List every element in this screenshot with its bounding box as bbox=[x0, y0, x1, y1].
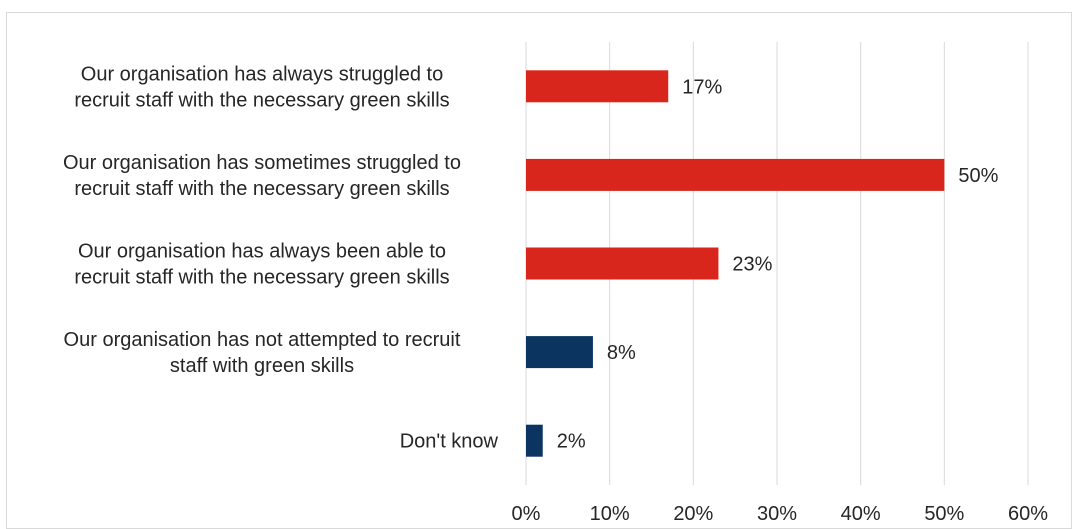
category-label-line: recruit staff with the necessary green s… bbox=[74, 89, 449, 111]
category-label: Our organisation has sometimes struggled… bbox=[63, 152, 461, 200]
bars bbox=[526, 70, 945, 457]
x-tick-label: 30% bbox=[757, 503, 797, 525]
x-tick-label: 10% bbox=[590, 503, 630, 525]
category-label: Our organisation has always been able to… bbox=[74, 241, 449, 289]
x-tick-label: 60% bbox=[1008, 503, 1048, 525]
x-tick-label: 20% bbox=[673, 503, 713, 525]
data-label: 8% bbox=[607, 342, 636, 364]
gridlines bbox=[525, 42, 1029, 485]
bar bbox=[526, 158, 945, 191]
category-label: Our organisation has not attempted to re… bbox=[64, 329, 461, 377]
category-label-line: Our organisation has always struggled to bbox=[81, 63, 443, 85]
data-label: 2% bbox=[557, 431, 586, 453]
data-label: 17% bbox=[682, 76, 722, 98]
category-label-line: Our organisation has always been able to bbox=[78, 241, 446, 263]
data-label: 23% bbox=[732, 254, 772, 276]
category-label-line: recruit staff with the necessary green s… bbox=[74, 178, 449, 200]
bar bbox=[526, 247, 719, 280]
bar bbox=[526, 336, 593, 369]
x-axis-tick-labels: 0% 10% 20% 30% 40% 50% 60% bbox=[512, 503, 1049, 525]
data-labels: 17% 50% 23% 8% 2% bbox=[557, 76, 999, 452]
category-labels: Our organisation has always struggled to… bbox=[63, 63, 499, 452]
data-label: 50% bbox=[958, 165, 998, 187]
x-tick-label: 50% bbox=[924, 503, 964, 525]
bar bbox=[526, 424, 543, 457]
bar bbox=[526, 70, 669, 103]
category-label-line: staff with green skills bbox=[170, 355, 354, 377]
category-label: Don't know bbox=[400, 431, 499, 453]
category-label-line: recruit staff with the necessary green s… bbox=[74, 267, 449, 289]
category-label-line: Our organisation has sometimes struggled… bbox=[63, 152, 461, 174]
x-tick-label: 40% bbox=[841, 503, 881, 525]
category-label-line: Our organisation has not attempted to re… bbox=[64, 329, 461, 351]
category-label: Our organisation has always struggled to… bbox=[74, 63, 449, 111]
category-label-line: Don't know bbox=[400, 431, 499, 453]
x-tick-label: 0% bbox=[512, 503, 541, 525]
